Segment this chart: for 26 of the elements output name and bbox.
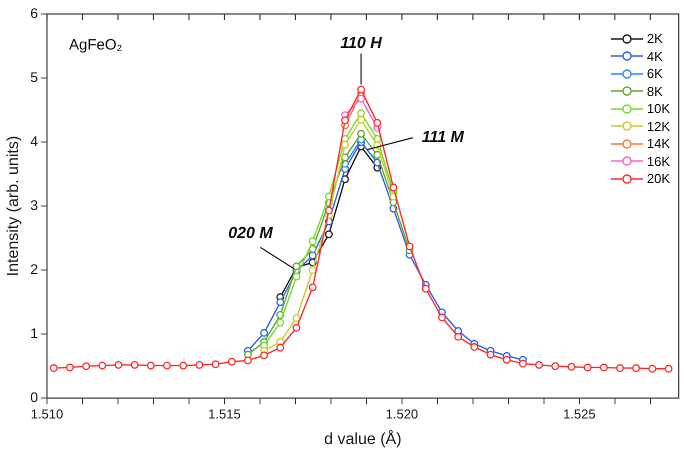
legend-label: 10K bbox=[646, 101, 670, 116]
y-tick-label: 6 bbox=[30, 4, 38, 21]
annotation: 020 M bbox=[228, 224, 274, 242]
legend-label: 20K bbox=[646, 171, 670, 186]
x-axis-title: d value (Å) bbox=[324, 430, 402, 448]
y-tick-label: 1 bbox=[30, 325, 38, 342]
y-tick-label: 3 bbox=[30, 196, 38, 213]
legend-label: 6K bbox=[646, 66, 663, 82]
legend-label: 2K bbox=[646, 31, 663, 46]
annotation: 111 M bbox=[422, 129, 465, 146]
x-tick-label: 1.515 bbox=[208, 406, 241, 422]
x-tick-label: 1.510 bbox=[30, 406, 64, 422]
legend-label: 14K bbox=[646, 136, 670, 152]
legend-label: 12K bbox=[646, 118, 670, 134]
y-tick-label: 2 bbox=[30, 260, 38, 277]
y-tick-label: 4 bbox=[30, 132, 38, 149]
y-tick-label: 5 bbox=[30, 68, 38, 85]
legend-label: 4K bbox=[646, 48, 663, 64]
x-tick-label: 1.525 bbox=[563, 406, 596, 422]
y-tick-label: 0 bbox=[30, 389, 38, 406]
y-axis-title: Intensity (arb. units) bbox=[5, 136, 22, 276]
legend-label: 16K bbox=[646, 154, 670, 169]
x-tick-label: 1.520 bbox=[386, 406, 418, 422]
legend-label: 8K bbox=[646, 84, 663, 99]
annotation: 110 H bbox=[340, 34, 382, 52]
annotation: AgFeO₂ bbox=[68, 36, 123, 54]
